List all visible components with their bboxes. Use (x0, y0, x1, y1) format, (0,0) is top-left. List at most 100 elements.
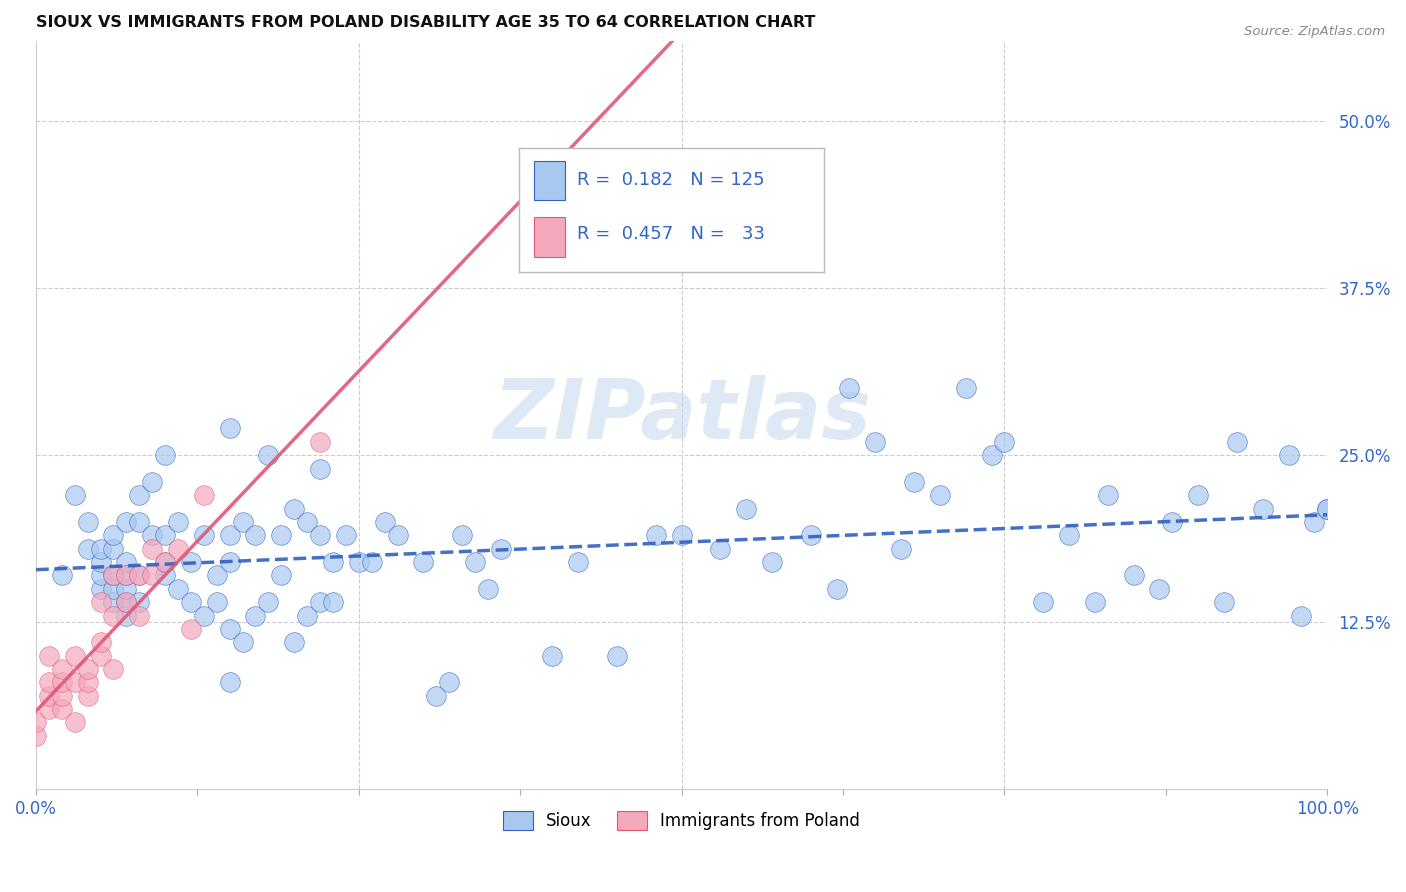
Point (25, 729, 48, 743)
Point (347, 555, 370, 569)
Point (245, 608, 267, 623)
Point (115, 582, 138, 596)
Point (709, 541, 731, 556)
Point (115, 568, 138, 582)
Point (865, 434, 887, 449)
Point (103, 595, 125, 609)
Point (541, 648, 564, 663)
Point (141, 541, 163, 556)
Point (309, 528, 332, 542)
Point (671, 528, 693, 542)
Point (51, 662, 73, 676)
Point (141, 568, 163, 582)
Point (89, 648, 111, 663)
Point (425, 689, 447, 703)
Point (89, 568, 111, 582)
Point (51, 675, 73, 690)
Point (232, 515, 254, 529)
Point (38, 689, 60, 703)
Legend: Sioux, Immigrants from Poland: Sioux, Immigrants from Poland (496, 805, 868, 837)
Point (1316, 501, 1339, 516)
Point (218, 675, 240, 690)
Point (180, 595, 202, 609)
Point (309, 434, 332, 449)
Point (89, 541, 111, 556)
Point (128, 595, 150, 609)
Point (103, 568, 125, 582)
Point (76, 689, 98, 703)
Point (63, 715, 86, 730)
Point (38, 648, 60, 663)
Point (167, 582, 190, 596)
Point (309, 595, 332, 609)
Point (115, 515, 138, 529)
Point (1213, 595, 1236, 609)
Point (295, 608, 318, 623)
Point (283, 501, 305, 516)
Point (412, 555, 434, 569)
Point (205, 568, 228, 582)
Point (218, 421, 240, 435)
Point (141, 528, 163, 542)
Point (63, 488, 86, 502)
Point (335, 528, 357, 542)
Point (115, 608, 138, 623)
Point (270, 568, 292, 582)
Point (1316, 501, 1339, 516)
Point (153, 555, 176, 569)
Point (128, 488, 150, 502)
Point (218, 622, 240, 636)
Point (322, 555, 344, 569)
Point (1057, 528, 1080, 542)
Point (193, 528, 215, 542)
Point (76, 662, 98, 676)
Point (180, 555, 202, 569)
Point (63, 675, 86, 690)
Point (193, 488, 215, 502)
Point (735, 501, 758, 516)
Point (283, 635, 305, 649)
Point (980, 448, 1002, 462)
Point (76, 515, 98, 529)
Point (128, 568, 150, 582)
Point (270, 528, 292, 542)
Point (38, 702, 60, 716)
Point (1122, 568, 1144, 582)
Point (115, 568, 138, 582)
Point (1097, 488, 1119, 502)
Text: ZIPatlas: ZIPatlas (492, 375, 870, 456)
Point (153, 448, 176, 462)
Point (141, 475, 163, 489)
Point (309, 461, 332, 475)
Point (257, 595, 280, 609)
Point (128, 568, 150, 582)
Point (128, 608, 150, 623)
Point (51, 568, 73, 582)
Point (360, 555, 382, 569)
Point (76, 675, 98, 690)
Point (51, 689, 73, 703)
Point (128, 515, 150, 529)
Point (205, 595, 228, 609)
Point (1291, 608, 1313, 623)
Point (451, 528, 474, 542)
Point (567, 555, 589, 569)
Point (115, 595, 138, 609)
Point (644, 528, 666, 542)
Point (477, 582, 499, 596)
Point (180, 622, 202, 636)
Bar (534, 218, 565, 257)
Point (761, 555, 783, 569)
Point (232, 635, 254, 649)
Point (1226, 434, 1249, 449)
Point (218, 555, 240, 569)
Point (825, 582, 848, 596)
Point (103, 582, 125, 596)
Point (76, 541, 98, 556)
Point (115, 595, 138, 609)
Point (245, 528, 267, 542)
Point (115, 555, 138, 569)
Point (103, 608, 125, 623)
Point (103, 528, 125, 542)
Point (489, 541, 512, 556)
